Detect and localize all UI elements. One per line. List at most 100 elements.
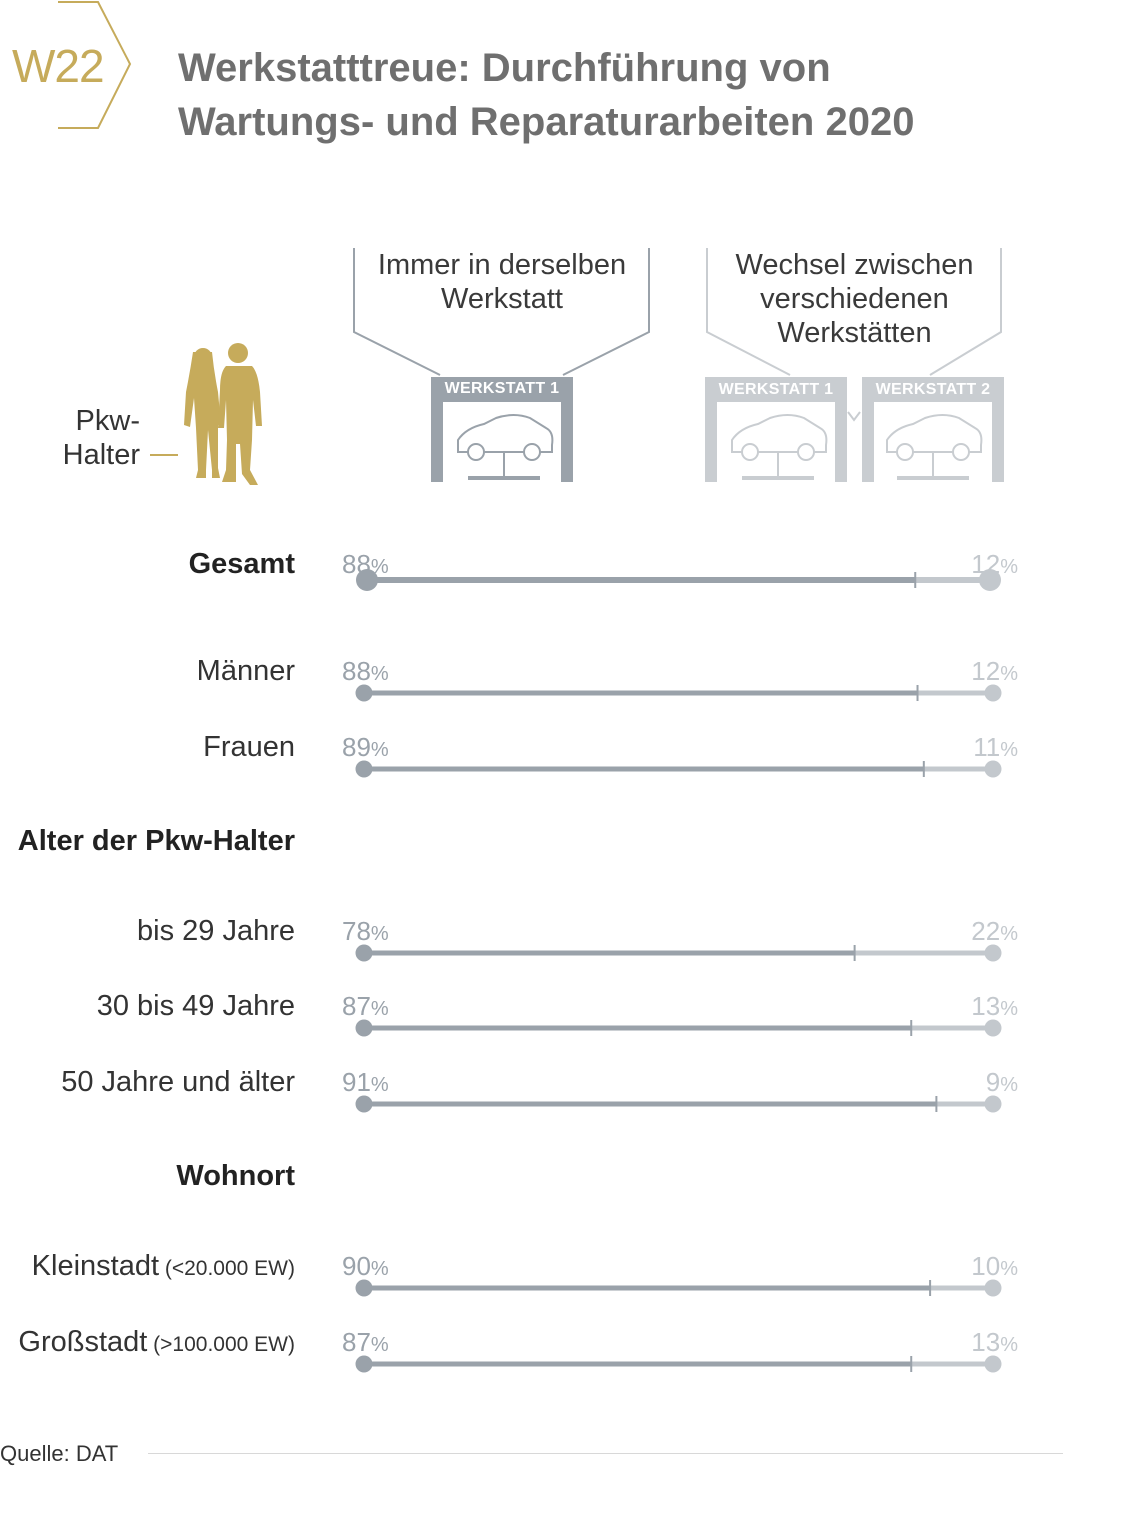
row-label: Kleinstadt (<20.000 EW) [32,1248,295,1287]
row-label-text: Frauen [203,731,295,763]
legend-heading-same-line-1: Immer in derselben [377,249,627,281]
people-icon [184,343,262,485]
data-label-same-value: 78 [342,916,371,946]
data-label-same-symbol: % [370,1074,389,1096]
legend-heading-switch-line-2: verschiedenen [760,283,949,315]
garage-label-switch-2: WERKSTATT 2 [875,381,991,398]
data-label-same: 90% [342,1250,389,1285]
data-label-same-symbol: % [370,556,389,578]
data-label-switch: 13% [971,1326,1018,1361]
data-label-same-symbol: % [370,1334,389,1356]
bar-end-dot [984,684,1002,702]
car-lift-icon-same [457,414,554,480]
bar-start-dot [355,1355,373,1373]
data-label-switch: 13% [971,990,1018,1025]
garage-label-same: WERKSTATT 1 [444,380,560,397]
bar-end-dot [984,1355,1002,1373]
data-label-same-symbol: % [370,923,389,945]
data-label-switch-symbol: % [1000,1074,1018,1096]
chart-title-line-1: Werkstatttreue: Durchführung von [178,46,831,90]
bar-start-dot [355,760,373,778]
legend-graphic [150,248,1004,485]
data-label-switch-symbol: % [1000,663,1018,685]
garage-label-switch-1: WERKSTATT 1 [718,381,834,398]
row-label-text: Kleinstadt [31,1250,160,1282]
data-label-same-value: 87 [342,991,371,1021]
bar-end-dot [984,1019,1002,1037]
data-label-same: 87% [342,1326,389,1361]
left-heading-bracket [353,248,441,376]
pkw-label-line-1: Pkw- [75,405,140,437]
garage-icon-switch-2 [862,377,1004,482]
data-label-same-value: 88 [342,656,371,686]
row-label-note: (<20.000 EW) [159,1257,295,1280]
data-label-same: 88% [342,655,389,690]
row-label: Frauen [203,729,295,765]
bar-start-dot [355,684,373,702]
legend-heading-same-line-2: Werkstatt [441,283,563,315]
data-label-switch-value: 9 [985,1067,1001,1097]
data-label-switch-value: 11 [973,732,1001,762]
pkw-label-line-2: Halter [62,439,140,471]
legend-heading-switch-line-1: Wechsel zwischen [735,249,974,281]
data-label-same-value: 87 [342,1327,371,1357]
badge-chevron [58,0,132,129]
garage-icon-switch-1 [705,377,847,482]
data-label-same-value: 90 [342,1251,371,1281]
right-heading-bracket [706,248,791,376]
data-label-switch: 12% [971,548,1018,583]
row-label-note: (>100.000 EW) [147,1333,295,1356]
row-label: 30 bis 49 Jahre [97,988,295,1024]
data-label-same-value: 91 [342,1067,371,1097]
data-label-switch-value: 12 [971,656,1001,686]
data-label-switch: 10% [971,1250,1018,1285]
footer-rule [148,1453,1063,1454]
data-label-switch-value: 12 [971,549,1001,579]
row-label: bis 29 Jahre [137,913,295,949]
data-label-switch-symbol: % [1000,998,1018,1020]
data-label-same: 89% [342,731,389,766]
data-label-switch: 9% [986,1066,1018,1101]
data-label-switch-symbol: % [1000,1258,1018,1280]
bar-start-dot [355,1019,373,1037]
data-label-same: 88% [342,548,389,583]
legend-heading-switch-line-3: Werkstätten [777,317,932,349]
data-label-same-value: 88 [342,549,371,579]
row-label-text: Großstadt [18,1326,148,1358]
row-label: Gesamt [189,546,295,582]
bar-end-dot [984,944,1002,962]
row-label: Großstadt (>100.000 EW) [18,1324,295,1363]
data-label-switch: 22% [971,915,1018,950]
pkw-halter-label: Pkw- Halter [40,404,140,472]
row-label-text: bis 29 Jahre [137,915,295,947]
data-label-switch-value: 13 [971,1327,1001,1357]
data-label-switch-symbol: % [1000,923,1018,945]
row-label-text: 30 bis 49 Jahre [96,990,295,1022]
data-label-same: 91% [342,1066,389,1101]
data-label-switch-symbol: % [1000,1334,1018,1356]
row-label: 50 Jahre und älter [61,1064,295,1100]
data-label-same-symbol: % [370,663,389,685]
legend-heading-switch: Wechsel zwischen verschiedenen Werkstätt… [707,248,1002,350]
data-label-switch: 12% [971,655,1018,690]
data-label-same: 78% [342,915,389,950]
data-label-switch-value: 10 [971,1251,1001,1281]
data-label-switch-symbol: % [1000,556,1018,578]
row-label: Männer [197,653,295,689]
legend-heading-same: Immer in derselben Werkstatt [354,248,650,316]
bar-start-dot [355,1095,373,1113]
data-label-switch-symbol: % [1000,739,1018,761]
garage-icon-same [431,377,573,482]
data-label-switch-value: 22 [971,916,1001,946]
bar-start-dot [356,569,378,591]
data-label-same-symbol: % [370,739,389,761]
bar-end-dot [979,569,1001,591]
bar-end-dot [984,1095,1002,1113]
data-label-switch-value: 13 [971,991,1001,1021]
data-label-same-value: 89 [342,732,371,762]
chart-badge: W22 [12,40,105,92]
chart-title-line-2: Wartungs- und Reparaturarbeiten 2020 [178,100,915,144]
data-label-same-symbol: % [370,998,389,1020]
